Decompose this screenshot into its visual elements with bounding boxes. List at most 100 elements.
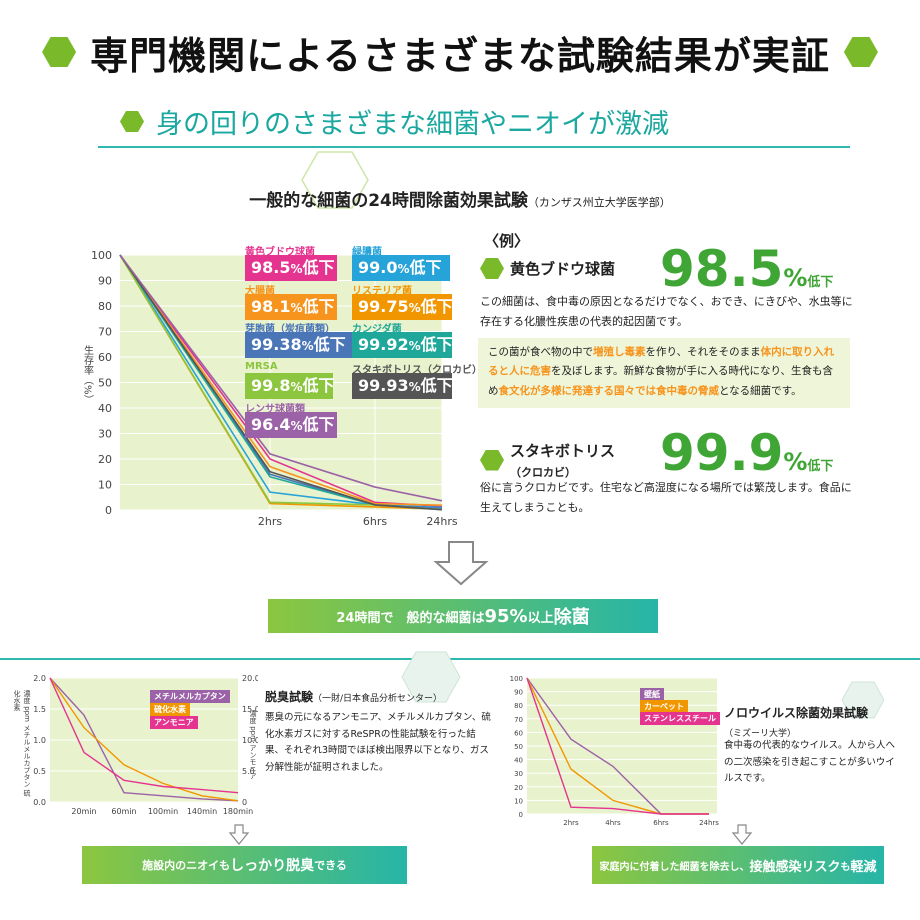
example1-highlight-box: この菌が食べ物の中で増殖し毒素を作り、それをそのまま体内に取り入れると人に危害を… [478, 338, 850, 408]
main-chart-ytick-2: 20 [98, 453, 112, 466]
main-chart-ytick-7: 70 [98, 326, 112, 339]
noro-chart: 0 10 20 30 40 50 60 70 80 90 100 2hrs 4hrs 6hrs 24hrs [510, 675, 720, 827]
odor-chart-ytick-right-1: 5.0 [242, 767, 255, 776]
badge-value-0: 98.5%低下 [245, 255, 337, 281]
highlight-segment-0: この菌が食べ物の中で [488, 346, 593, 358]
main-chart-ylabel: 生存率（%） [81, 345, 93, 405]
main-chart-ytick-1: 10 [98, 479, 112, 492]
example1-desc: この細菌は、食中毒の原因となるだけでなく、おでき、にきびや、水虫等に存在する化膿… [480, 295, 853, 329]
example1-value: 98.5 % 低下 [660, 244, 833, 294]
main-chart-title: 一般的な細菌の24時間除菌効果試験（カンザス州立大学医学部） [0, 186, 920, 211]
subtitle-divider [98, 146, 850, 148]
main-chart-title-text: 一般的な細菌の24時間除菌効果試験 [249, 191, 528, 211]
odor-chart-xtick-5: 180min [223, 807, 253, 816]
odor-legend-item-1: 硫化水素 [150, 703, 190, 716]
badge-value-1: 99.0%低下 [352, 255, 450, 281]
odor-chart-series-line-0 [49, 677, 239, 802]
highlight-segment-4: を及ぼします。新鮮な食物が手に入る時代になり、生食も含め [488, 365, 834, 397]
page-title: 専門機関によるさまざまな試験結果が実証 [90, 33, 830, 78]
bottom-divider [0, 658, 920, 660]
main-chart-ytick-5: 50 [98, 377, 112, 390]
main-chart-ytick-8: 80 [98, 300, 112, 313]
example1-name-row: 黄色ブドウ球菌 [480, 258, 615, 279]
noro-chart-ytick-6: 60 [514, 729, 523, 737]
odor-banner: 施設内のニオイも しっかり脱臭 できる [82, 846, 407, 884]
example1-big-number: 98.5 [660, 240, 784, 298]
example2-name-sub: （クロカビ） [510, 466, 576, 479]
odor-legend-item-0: メチルメルカプタン [150, 690, 230, 703]
hexagon-icon [480, 449, 504, 471]
noro-chart-ytick-8: 80 [514, 702, 523, 710]
noro-chart-ytick-4: 40 [514, 757, 523, 765]
down-arrow-icon [433, 541, 489, 586]
hexagon-outline-decoration [841, 681, 885, 719]
highlight-segment-1: 増殖し毒素 [593, 346, 646, 358]
odor-chart-xtick-4: 140min [187, 807, 217, 816]
main-chart-ytick-10: 100 [91, 249, 112, 262]
noro-chart-ytick-7: 70 [514, 716, 523, 724]
section-subtitle: 身の回りのさまざまな細菌やニオイが激減 [156, 109, 669, 140]
odor-chart-ytick-left-4: 2.0 [33, 674, 46, 683]
odor-chart-xtick-3: 100min [148, 807, 178, 816]
odor-chart-ytick-left-2: 1.0 [33, 736, 46, 745]
example2-desc: 俗に言うクロカビです。住宅など高湿度になる場所では繁茂します。食品に生えてしまう… [480, 481, 852, 515]
badge-label-3: リステリア菌 [352, 286, 412, 297]
main-chart-ytick-4: 40 [98, 402, 112, 415]
odor-chart-ytick-left-0: 0.0 [33, 798, 46, 807]
noro-chart-ytick-10: 100 [510, 675, 523, 683]
main-chart-source: （カンザス州立大学医学部） [527, 196, 671, 209]
example1-down: 低下 [807, 275, 834, 290]
highlight-segment-5: 食文化が多様に発達する国々では食中毒の脅威 [498, 384, 720, 397]
noro-chart-series-line-2 [526, 677, 709, 815]
odor-title-row: 脱臭試験（一財/日本食品分析センター） [265, 686, 442, 705]
hexagon-icon [120, 111, 144, 132]
main-result-banner: 24時間で 般的な細菌は 95% 以上 除菌 [268, 599, 658, 633]
odor-source: （一財/日本食品分析センター） [313, 694, 443, 704]
odor-chart-xtick-1: 20min [71, 807, 96, 816]
odor-chart-ytick-right-4: 20.0 [242, 674, 258, 683]
odor-ylabel-right: 濃度 ppm アンモニア [249, 710, 257, 780]
noro-chart-ytick-1: 10 [514, 797, 523, 805]
banner-main-mid: 以上 [527, 610, 554, 626]
badge-label-5: カンジダ菌 [352, 324, 402, 335]
badge-value-6: 99.8%低下 [245, 373, 335, 399]
example-head: 〈例〉 [484, 232, 530, 250]
odor-chart-ytick-right-3: 15.0 [242, 705, 258, 714]
example1-percent: % [783, 264, 808, 292]
noro-chart-xtick-3: 6hrs [653, 819, 669, 827]
example2-percent: % [783, 448, 808, 476]
banner-main-end: 除菌 [553, 607, 590, 628]
main-chart-ytick-3: 30 [98, 428, 112, 441]
odor-chart-ytick-right-0: 0 [242, 798, 247, 807]
odor-ylabel-left: 濃度 ppm メチルメルカプタン 硫化水素 [13, 690, 31, 797]
odor-banner-b: しっかり脱臭 [230, 858, 315, 874]
odor-chart: 0.0 0.5 1.0 1.5 2.0 0 5.0 10.0 15.0 20.0 20min 60mi… [33, 674, 258, 816]
hexagon-outline-decoration [401, 651, 461, 703]
noro-source: （ミズーリ大学） [724, 729, 797, 739]
noro-chart-xtick-2: 4hrs [605, 819, 621, 827]
odor-banner-c: できる [314, 859, 347, 872]
main-chart-ytick-6: 60 [98, 351, 112, 364]
odor-desc: 悪臭の元になるアンモニア、メチルメルカプタン、硫化水素ガスに対するReSPRの性… [265, 712, 491, 773]
noro-banner-b: 接触感染リスク [749, 859, 841, 875]
badge-label-1: 緑膿菌 [352, 247, 382, 258]
badge-value-4: 99.38%低下 [245, 332, 365, 358]
noro-legend-item-1: カーペット [640, 700, 688, 713]
main-chart-series-line-7 [119, 254, 443, 511]
noro-chart-ytick-0: 0 [519, 811, 523, 819]
odor-chart-ytick-left-3: 1.5 [33, 705, 46, 714]
hexagon-icon [843, 37, 878, 67]
noro-desc: 食中毒の代表的なウイルス。人から人への二次感染を引き起こすことが多いウイルスです… [724, 740, 896, 785]
main-chart-xtick-1: 2hrs [258, 515, 282, 528]
odor-chart-ytick-right-2: 10.0 [242, 736, 258, 745]
odor-chart-series-line-2 [49, 677, 239, 794]
noro-banner-c: も [840, 861, 851, 873]
down-arrow-icon [731, 824, 753, 845]
noro-title: ノロウイルス除菌効果試験 [724, 706, 869, 720]
badge-label-0: 黄色ブドウ球菌 [245, 247, 315, 258]
badge-value-7: 99.93%低下 [352, 373, 453, 399]
badge-label-6: MRSA [245, 361, 278, 372]
main-chart-xtick-2: 6hrs [363, 515, 387, 528]
main-chart-series-line-2 [119, 254, 443, 506]
example2-down: 低下 [807, 459, 834, 474]
